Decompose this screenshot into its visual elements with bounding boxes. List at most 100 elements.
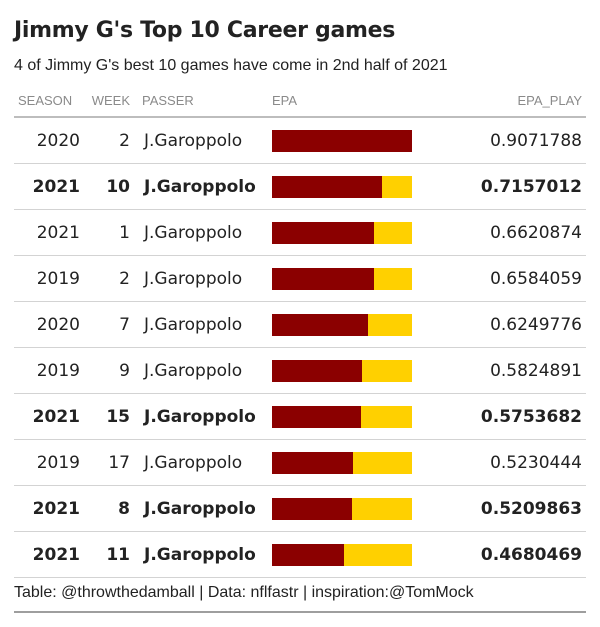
caption-footer: Table: @throwthedamball | Data: nflfastr… <box>14 584 474 601</box>
season-cell: 2021 <box>14 531 80 578</box>
season-cell: 2020 <box>14 117 80 164</box>
epa-play-cell: 0.6620874 <box>422 209 586 256</box>
passer-cell: J.Garoppolo <box>130 301 272 348</box>
epa-bar <box>272 221 412 244</box>
epa-bar <box>272 451 412 474</box>
epa-play-cell: 0.9071788 <box>422 117 586 164</box>
chart-subtitle: 4 of Jimmy G's best 10 games have come i… <box>14 57 448 74</box>
table-row: 2019 17 J.Garoppolo 0.5230444 <box>14 439 586 486</box>
epa-play-cell: 0.6584059 <box>422 255 586 302</box>
epa-bar-cell <box>272 255 422 302</box>
epa-bar-fill <box>272 221 375 244</box>
epa-bar-fill <box>272 451 353 474</box>
season-cell: 2019 <box>14 347 80 394</box>
week-cell: 7 <box>80 301 130 348</box>
epa-bar <box>272 359 412 382</box>
epa-bar-remainder <box>368 313 412 336</box>
season-cell: 2021 <box>14 485 80 532</box>
epa-play-cell: 0.6249776 <box>422 301 586 348</box>
epa-bar-cell <box>272 301 422 348</box>
epa-bar <box>272 129 412 152</box>
table-row: 2021 10 J.Garoppolo 0.7157012 <box>14 163 586 210</box>
header-epa: EPA <box>272 84 422 118</box>
epa-bar-remainder <box>373 267 412 290</box>
header-season: SEASON <box>14 84 80 118</box>
table-row: 2019 2 J.Garoppolo 0.6584059 <box>14 255 586 302</box>
epa-bar <box>272 405 412 428</box>
season-cell: 2021 <box>14 163 80 210</box>
epa-bar-fill <box>272 175 383 198</box>
header-passer: PASSER <box>130 84 272 118</box>
week-cell: 10 <box>80 163 130 210</box>
epa-bar-fill <box>272 313 369 336</box>
epa-bar-remainder <box>360 405 412 428</box>
epa-play-cell: 0.4680469 <box>422 531 586 578</box>
epa-bar-cell <box>272 485 422 532</box>
epa-bar-fill <box>272 497 353 520</box>
passer-cell: J.Garoppolo <box>130 439 272 486</box>
header-epa-play: EPA_PLAY <box>422 84 586 118</box>
table-row: 2020 7 J.Garoppolo 0.6249776 <box>14 301 586 348</box>
week-cell: 11 <box>80 531 130 578</box>
epa-bar-remainder <box>344 543 412 566</box>
epa-bar <box>272 497 412 520</box>
passer-cell: J.Garoppolo <box>130 485 272 532</box>
week-cell: 2 <box>80 255 130 302</box>
epa-play-cell: 0.7157012 <box>422 163 586 210</box>
epa-play-cell: 0.5824891 <box>422 347 586 394</box>
epa-bar-cell <box>272 209 422 256</box>
table-body: 2020 2 J.Garoppolo 0.9071788 2021 10 J.Garoppo… <box>14 117 586 578</box>
epa-bar-remainder <box>352 451 412 474</box>
season-cell: 2021 <box>14 209 80 256</box>
passer-cell: J.Garoppolo <box>130 163 272 210</box>
header-week: WEEK <box>80 84 130 118</box>
passer-cell: J.Garoppolo <box>130 393 272 440</box>
games-table: SEASON WEEK PASSER EPA EPA_PLAY 2020 2 J.G… <box>14 84 586 578</box>
table-row: 2019 9 J.Garoppolo 0.5824891 <box>14 347 586 394</box>
week-cell: 1 <box>80 209 130 256</box>
passer-cell: J.Garoppolo <box>130 209 272 256</box>
footer-divider <box>14 611 586 613</box>
epa-play-cell: 0.5753682 <box>422 393 586 440</box>
table-row: 2021 8 J.Garoppolo 0.5209863 <box>14 485 586 532</box>
week-cell: 15 <box>80 393 130 440</box>
epa-bar-cell <box>272 531 422 578</box>
epa-bar <box>272 313 412 336</box>
epa-bar-fill <box>272 359 362 382</box>
season-cell: 2019 <box>14 255 80 302</box>
epa-bar-remainder <box>352 497 412 520</box>
season-cell: 2021 <box>14 393 80 440</box>
epa-play-cell: 0.5209863 <box>422 485 586 532</box>
epa-bar-fill <box>272 543 345 566</box>
table-row: 2021 15 J.Garoppolo 0.5753682 <box>14 393 586 440</box>
passer-cell: J.Garoppolo <box>130 531 272 578</box>
epa-bar-cell <box>272 347 422 394</box>
table-row: 2021 1 J.Garoppolo 0.6620874 <box>14 209 586 256</box>
epa-bar-remainder <box>382 175 412 198</box>
passer-cell: J.Garoppolo <box>130 347 272 394</box>
chart-title: Jimmy G's Top 10 Career games <box>14 18 396 43</box>
week-cell: 9 <box>80 347 130 394</box>
passer-cell: J.Garoppolo <box>130 255 272 302</box>
passer-cell: J.Garoppolo <box>130 117 272 164</box>
epa-bar-cell <box>272 163 422 210</box>
epa-bar <box>272 175 412 198</box>
epa-bar-remainder <box>374 221 412 244</box>
week-cell: 2 <box>80 117 130 164</box>
epa-bar <box>272 267 412 290</box>
epa-bar-fill <box>272 405 361 428</box>
table-header-row: SEASON WEEK PASSER EPA EPA_PLAY <box>14 84 586 118</box>
epa-bar-cell <box>272 117 422 164</box>
epa-bar-fill <box>272 129 412 152</box>
season-cell: 2019 <box>14 439 80 486</box>
table-row: 2021 11 J.Garoppolo 0.4680469 <box>14 531 586 578</box>
table-row: 2020 2 J.Garoppolo 0.9071788 <box>14 117 586 164</box>
week-cell: 8 <box>80 485 130 532</box>
season-cell: 2020 <box>14 301 80 348</box>
week-cell: 17 <box>80 439 130 486</box>
epa-play-cell: 0.5230444 <box>422 439 586 486</box>
epa-bar-remainder <box>361 359 412 382</box>
epa-bar-cell <box>272 393 422 440</box>
epa-bar-cell <box>272 439 422 486</box>
epa-bar <box>272 543 412 566</box>
